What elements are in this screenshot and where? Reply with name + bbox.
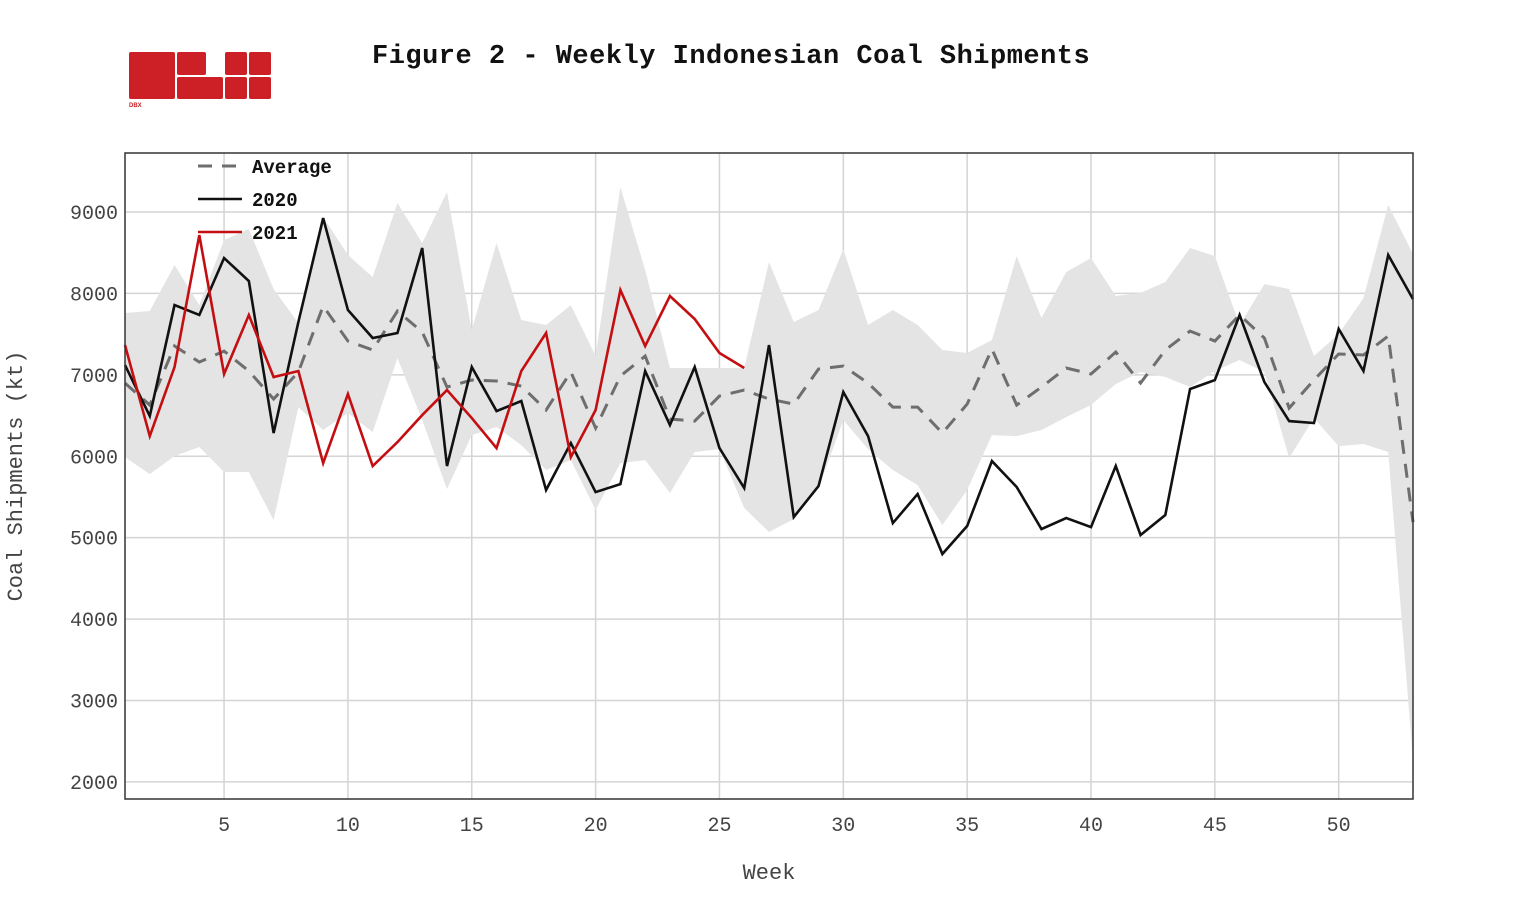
- y-tick-label: 7000: [70, 366, 118, 389]
- min-max-range-band: [125, 187, 1413, 761]
- x-axis-label: Week: [743, 861, 796, 886]
- legend: Average 2020 2021: [198, 157, 332, 245]
- series-lines: [123, 217, 1415, 557]
- dbx-logo: DBX: [129, 52, 271, 109]
- y-tick-label: 4000: [70, 610, 118, 633]
- chart-title: Figure 2 - Weekly Indonesian Coal Shipme…: [372, 42, 1091, 72]
- plot-frame: [124, 152, 1414, 800]
- y-tick-label: 8000: [70, 284, 118, 307]
- legend-label-average: Average: [252, 157, 332, 179]
- x-tick-label: 5: [218, 815, 230, 838]
- series-line-2021: [123, 234, 745, 469]
- y-tick-label: 2000: [70, 773, 118, 796]
- y-tick-labels: 2000 3000 4000 5000 6000 7000 8000 9000: [70, 203, 118, 796]
- x-tick-label: 45: [1203, 815, 1227, 838]
- x-tick-label: 25: [707, 815, 731, 838]
- x-tick-label: 15: [460, 815, 484, 838]
- x-tick-label: 10: [336, 815, 360, 838]
- x-tick-label: 50: [1327, 815, 1351, 838]
- y-tick-label: 6000: [70, 447, 118, 470]
- x-tick-label: 40: [1079, 815, 1103, 838]
- svg-text:DBX: DBX: [129, 103, 142, 109]
- x-tick-label: 20: [584, 815, 608, 838]
- series-line-2020: [123, 217, 1415, 557]
- x-tick-label: 35: [955, 815, 979, 838]
- y-axis-label: Coal Shipments (kt): [4, 351, 29, 602]
- range-band: [125, 187, 1413, 761]
- legend-label-2021: 2021: [252, 223, 298, 245]
- y-tick-label: 3000: [70, 691, 118, 714]
- legend-label-2020: 2020: [252, 190, 298, 212]
- y-tick-label: 9000: [70, 203, 118, 226]
- y-tick-label: 5000: [70, 529, 118, 552]
- x-tick-labels: 5 10 15 20 25 30 35 40 45 50: [218, 815, 1351, 838]
- series-line-average: [124, 302, 1415, 523]
- x-tick-label: 30: [831, 815, 855, 838]
